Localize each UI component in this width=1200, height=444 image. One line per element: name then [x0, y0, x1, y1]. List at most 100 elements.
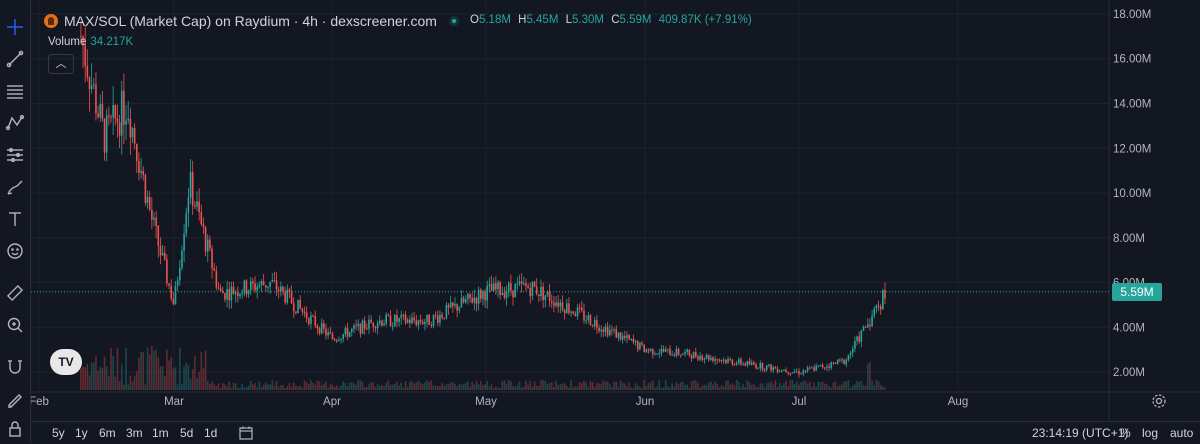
candle-body: [619, 332, 622, 340]
candle-body: [144, 174, 147, 204]
price-chart[interactable]: 2.00M4.00M6.00M8.00M10.00M12.00M14.00M16…: [31, 0, 1200, 421]
volume-bar: [735, 380, 738, 390]
fib-tool[interactable]: [0, 76, 30, 106]
volume-bar: [694, 380, 697, 390]
candle-body: [849, 352, 852, 355]
candle-body: [436, 315, 439, 323]
candle-body: [731, 359, 734, 365]
volume-bar: [626, 386, 628, 390]
candle-body: [335, 340, 338, 342]
candle-body: [473, 297, 476, 303]
measure-tools-tool[interactable]: [0, 140, 30, 170]
volume-bar: [325, 381, 327, 390]
timeframe-1d[interactable]: 1d: [204, 426, 218, 440]
candle-body: [561, 302, 564, 311]
volume-bar: [108, 376, 110, 390]
text-tool[interactable]: [0, 204, 30, 234]
candle-body: [688, 349, 691, 356]
volume-bar: [441, 383, 443, 390]
volume-bar: [237, 387, 239, 390]
volume-bar: [671, 383, 673, 390]
date-range-icon[interactable]: [238, 425, 254, 441]
timeframe-1m[interactable]: 1m: [152, 426, 169, 440]
candle-body: [421, 321, 424, 324]
candle-body: [746, 361, 749, 366]
timeframe-3m[interactable]: 3m: [126, 426, 143, 440]
settings-gear-icon[interactable]: [1151, 393, 1167, 409]
candle-body: [243, 280, 246, 294]
volume-bar: [669, 387, 671, 390]
candle-body: [647, 349, 650, 351]
x-tick-label: May: [475, 396, 497, 408]
crosshair-tool[interactable]: [0, 12, 30, 42]
volume-bar: [344, 382, 347, 390]
volume-bar: [254, 383, 256, 390]
volume-bar: [456, 386, 458, 390]
candle-body: [553, 302, 555, 306]
collapse-legend-button[interactable]: ︿: [48, 54, 74, 74]
candle-body: [591, 325, 594, 327]
candle-body: [333, 338, 336, 341]
lock-pencil-tool[interactable]: [0, 384, 30, 414]
volume-bar: [516, 385, 519, 390]
candle-body: [183, 233, 185, 251]
candle-body: [454, 304, 456, 306]
percent-scale-toggle[interactable]: %: [1120, 426, 1131, 440]
candle-body: [497, 282, 499, 290]
candle-body: [118, 122, 121, 136]
candle-body: [540, 286, 542, 297]
log-scale-toggle[interactable]: log: [1142, 426, 1159, 440]
volume-bar: [262, 384, 265, 390]
volume-bar: [196, 378, 198, 390]
volume-bar: [535, 385, 538, 390]
candle-body: [194, 205, 196, 207]
ruler-tool[interactable]: [0, 278, 30, 308]
volume-bar: [185, 362, 188, 390]
candle-body: [232, 286, 235, 295]
candle-body: [456, 304, 458, 311]
volume-bar: [430, 380, 433, 390]
candle-body: [873, 308, 876, 316]
candle-body: [295, 311, 297, 314]
candle-body: [604, 326, 607, 332]
emoji-tool[interactable]: [0, 236, 30, 266]
candle-body: [753, 362, 755, 365]
zoom-tool[interactable]: [0, 310, 30, 340]
candle-body: [757, 368, 759, 370]
chart-title: MAX/SOL (Market Cap) on Raydium · 4h · d…: [64, 13, 437, 29]
volume-bar: [247, 385, 250, 390]
volume-bar: [159, 366, 162, 390]
volume-bar: [282, 384, 284, 390]
volume-bar: [95, 355, 97, 390]
timeframe-6m[interactable]: 6m: [99, 426, 116, 440]
volume-bar: [239, 387, 241, 390]
candle-body: [252, 281, 254, 284]
volume-bar: [565, 385, 568, 390]
magnet-tool[interactable]: [0, 352, 30, 382]
tradingview-logo-icon[interactable]: TV: [50, 349, 82, 375]
candle-body: [626, 335, 628, 338]
volume-bar: [503, 380, 506, 390]
candle-body: [645, 349, 648, 353]
candle-body: [585, 319, 587, 321]
volume-bar: [273, 385, 276, 390]
candle-body: [486, 285, 489, 301]
pattern-tool[interactable]: [0, 108, 30, 138]
timeframe-5d[interactable]: 5d: [180, 426, 194, 440]
candle-body: [677, 348, 680, 355]
lock-tool[interactable]: [0, 414, 30, 444]
candle-body: [694, 351, 697, 357]
candle-body: [449, 302, 452, 308]
timeframe-5y[interactable]: 5y: [52, 426, 65, 440]
brush-tool[interactable]: [0, 172, 30, 202]
volume-bar: [125, 347, 127, 390]
candle-body: [110, 116, 112, 118]
volume-bar: [88, 375, 91, 390]
candle-body: [600, 329, 602, 332]
timeframe-1y[interactable]: 1y: [75, 426, 88, 440]
candle-body: [664, 349, 667, 352]
clock-display[interactable]: 23:14:19 (UTC+1): [1032, 426, 1129, 440]
auto-scale-toggle[interactable]: auto: [1170, 426, 1194, 440]
volume-bar: [299, 385, 301, 390]
trendline-tool[interactable]: [0, 44, 30, 74]
